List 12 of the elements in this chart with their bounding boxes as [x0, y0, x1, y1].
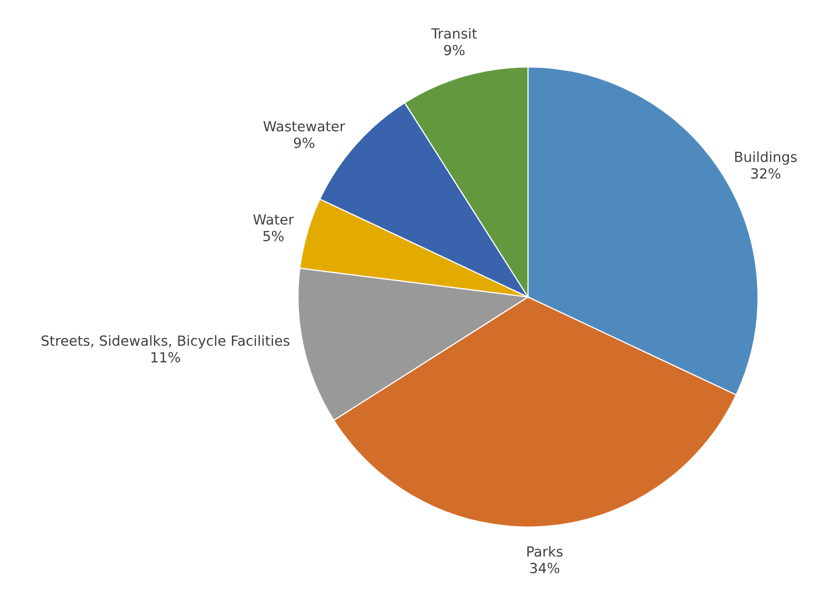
slice-label: Water	[253, 214, 294, 225]
slice-label: Wastewater	[263, 121, 346, 132]
data-label: 9%	[444, 44, 464, 56]
data-label: 34%	[530, 562, 560, 574]
slice-label: Streets, Sidewalks, Bicycle Facilities	[42, 335, 290, 349]
slice-label: Parks	[527, 546, 563, 557]
data-label: 5%	[263, 230, 284, 242]
slice-label: Buildings	[735, 151, 797, 165]
data-label: 9%	[294, 138, 314, 148]
slice-label: Transit	[431, 28, 477, 39]
data-label: 11%	[151, 352, 180, 363]
data-label: 32%	[751, 168, 780, 179]
